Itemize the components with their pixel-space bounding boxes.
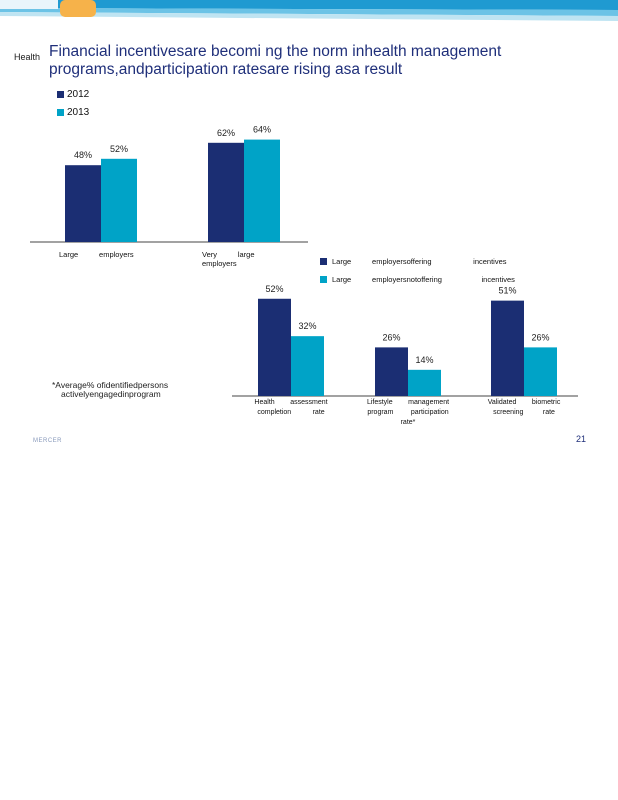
chart2-data-label: 26% <box>531 332 549 342</box>
legend-label-2012: 2012 <box>67 88 90 100</box>
footnote-line1: *Average% ofidentifiedpersons <box>52 380 169 390</box>
chart1-bar <box>101 158 137 242</box>
footnote: *Average% ofidentifiedpersons activelyen… <box>52 381 212 399</box>
chart1-bar <box>244 139 280 242</box>
page-title: Financial incentivesare becomi ng the no… <box>49 43 502 78</box>
legend-label-offering: Large employersoffering incentives <box>332 256 507 266</box>
legend-swatch-not-offering <box>320 275 327 283</box>
legend-swatch-2013 <box>57 108 64 116</box>
chart2-legend: Large employersoffering incentives Large… <box>320 252 515 288</box>
chart2-data-label: 51% <box>498 286 516 296</box>
chart2-bar <box>291 336 324 396</box>
chart2-tick-label: Validated biometric <box>488 399 561 406</box>
chart2-tick-label: screening rate <box>493 409 555 416</box>
chart2-tick-label: program participation <box>367 409 448 416</box>
legend-label-2013: 2013 <box>67 106 90 118</box>
chart2-tick-label: completion rate <box>257 409 324 416</box>
chart2-bar <box>491 300 524 396</box>
chart1-data-label: 62% <box>217 128 235 138</box>
chart2-tick-label: Health assessment <box>254 399 327 406</box>
chart1-data-label: 52% <box>110 144 128 154</box>
chart1-data-label: 64% <box>253 125 271 135</box>
legend-item-2012: 2012 <box>57 85 89 103</box>
chart2-data-label: 52% <box>265 284 283 294</box>
top-banner <box>0 0 618 21</box>
legend-item-2013: 2013 <box>57 103 89 121</box>
legend-item-offering: Large employersoffering incentives <box>320 252 515 270</box>
chart2-bar <box>258 298 291 396</box>
brand-logo-text: MERCER <box>33 438 63 444</box>
footnote-line2: activelyengagedinprogram <box>61 389 161 399</box>
chart2-bar <box>375 347 408 396</box>
chart1-data-label: 48% <box>74 150 92 160</box>
chart2-tick-label: rate* <box>401 419 416 426</box>
section-label: Health <box>14 52 41 62</box>
chart1-legend: 2012 2013 <box>57 85 89 121</box>
chart2-tick-label: Lifestyle management <box>367 399 449 406</box>
chart2-data-label: 32% <box>298 321 316 331</box>
legend-swatch-offering <box>320 257 327 265</box>
chart1-bar <box>208 142 244 242</box>
chart1-bar <box>65 165 101 242</box>
chart2-data-label: 26% <box>382 332 400 342</box>
legend-item-not-offering: Large employersnotoffering incentives <box>320 270 515 288</box>
chart2-data-label: 14% <box>415 355 433 365</box>
legend-label-not-offering: Large employersnotoffering incentives <box>332 274 515 284</box>
page-number: 21 <box>576 434 587 444</box>
chart2-bar <box>524 347 557 396</box>
accent-shape <box>60 0 96 17</box>
chart1-tick-label: employers <box>202 259 237 268</box>
chart2-bar <box>408 369 441 396</box>
legend-swatch-2012 <box>57 90 64 98</box>
chart1-tick-label: Very large <box>202 250 255 259</box>
chart1-tick-label: Large employers <box>59 250 134 259</box>
